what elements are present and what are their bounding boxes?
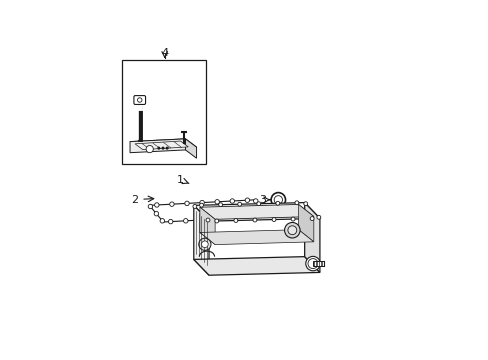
Bar — [122, 60, 206, 164]
Circle shape — [183, 219, 187, 223]
Circle shape — [259, 215, 263, 219]
Circle shape — [316, 215, 320, 219]
Polygon shape — [304, 203, 319, 273]
Circle shape — [184, 201, 189, 206]
Polygon shape — [193, 205, 208, 275]
Circle shape — [233, 219, 237, 222]
Polygon shape — [149, 200, 268, 222]
Circle shape — [237, 202, 241, 206]
Circle shape — [205, 218, 209, 222]
Circle shape — [275, 201, 279, 205]
Polygon shape — [130, 139, 196, 150]
Circle shape — [146, 145, 153, 153]
Circle shape — [200, 201, 204, 205]
Polygon shape — [200, 204, 313, 219]
Circle shape — [270, 193, 285, 207]
Text: 5: 5 — [281, 258, 288, 269]
Polygon shape — [135, 141, 188, 150]
Circle shape — [201, 241, 208, 248]
Circle shape — [168, 219, 173, 224]
Circle shape — [303, 202, 307, 206]
Circle shape — [213, 217, 218, 221]
Circle shape — [198, 218, 203, 222]
Circle shape — [214, 219, 218, 223]
Circle shape — [244, 215, 248, 220]
Circle shape — [199, 203, 203, 207]
Text: 4: 4 — [161, 48, 168, 58]
Polygon shape — [193, 203, 319, 221]
Circle shape — [294, 201, 298, 205]
Circle shape — [169, 202, 174, 206]
Circle shape — [265, 213, 269, 217]
Circle shape — [193, 204, 196, 208]
Bar — [312, 261, 323, 266]
Polygon shape — [185, 139, 196, 158]
Text: 3: 3 — [259, 195, 266, 205]
Circle shape — [218, 203, 222, 207]
Circle shape — [148, 204, 152, 209]
Circle shape — [252, 218, 256, 222]
Circle shape — [256, 202, 260, 206]
Circle shape — [290, 217, 294, 221]
Circle shape — [162, 147, 163, 149]
Circle shape — [271, 217, 275, 221]
Circle shape — [307, 258, 317, 269]
Polygon shape — [200, 230, 313, 244]
Circle shape — [309, 217, 313, 221]
Polygon shape — [298, 204, 313, 242]
Circle shape — [198, 238, 210, 250]
Circle shape — [166, 147, 168, 149]
Polygon shape — [193, 257, 319, 275]
Circle shape — [158, 147, 160, 149]
Polygon shape — [200, 207, 215, 244]
Circle shape — [259, 206, 264, 210]
Circle shape — [305, 256, 320, 271]
Circle shape — [228, 216, 233, 221]
Text: 1: 1 — [176, 175, 183, 185]
Circle shape — [244, 198, 249, 202]
Circle shape — [284, 222, 300, 238]
FancyBboxPatch shape — [134, 96, 145, 104]
Circle shape — [274, 195, 282, 204]
Circle shape — [160, 219, 164, 223]
Polygon shape — [130, 139, 185, 153]
Circle shape — [215, 199, 219, 204]
Circle shape — [137, 98, 142, 102]
Circle shape — [253, 199, 258, 203]
Circle shape — [154, 211, 158, 216]
Text: 2: 2 — [131, 195, 138, 205]
Circle shape — [287, 226, 296, 235]
Circle shape — [154, 203, 159, 207]
Circle shape — [230, 199, 234, 203]
